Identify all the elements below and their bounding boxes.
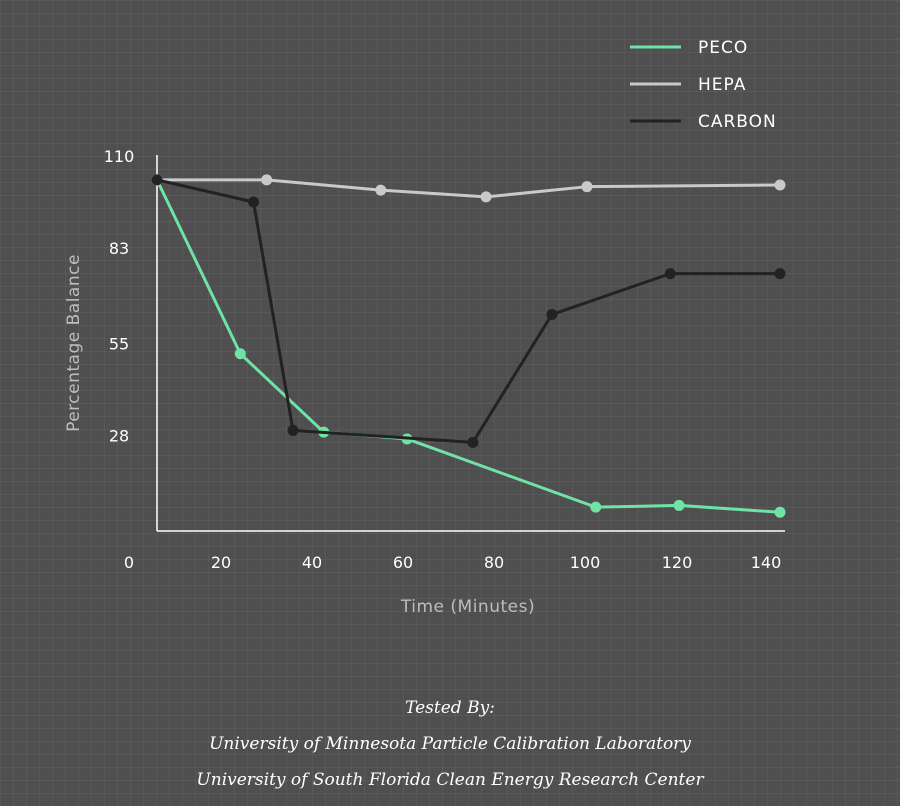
series-line-hepa bbox=[157, 178, 781, 199]
y-tick-label: 110 bbox=[104, 147, 135, 166]
data-point-peco bbox=[774, 506, 786, 518]
data-point-hepa bbox=[480, 191, 492, 203]
data-point-peco bbox=[590, 501, 602, 513]
legend: PECO HEPA CARBON bbox=[630, 38, 777, 132]
series-group bbox=[151, 174, 786, 518]
data-point-carbon bbox=[287, 424, 299, 436]
legend-item-peco: PECO bbox=[630, 38, 748, 58]
series-line-peco bbox=[155, 179, 781, 514]
x-tick-label: 100 bbox=[570, 553, 601, 572]
x-tick-label: 80 bbox=[484, 553, 504, 572]
y-tick-label: 83 bbox=[109, 239, 129, 258]
data-point-hepa bbox=[581, 181, 593, 193]
data-point-carbon bbox=[248, 196, 260, 208]
x-tick-labels: 0 20 40 60 80 100 120 140 bbox=[124, 553, 781, 572]
y-tick-label: 55 bbox=[109, 335, 129, 354]
legend-label-hepa: HEPA bbox=[698, 75, 746, 95]
y-tick-label: 28 bbox=[109, 427, 129, 446]
credits-line-1: University of Minnesota Particle Calibra… bbox=[209, 734, 691, 754]
x-tick-label: 140 bbox=[751, 553, 782, 572]
x-tick-label: 20 bbox=[211, 553, 231, 572]
credits-line-2: University of South Florida Clean Energy… bbox=[196, 770, 704, 790]
legend-item-carbon: CARBON bbox=[630, 112, 777, 132]
series-carbon bbox=[151, 174, 786, 448]
legend-label-peco: PECO bbox=[698, 38, 748, 58]
data-point-hepa bbox=[774, 179, 786, 191]
data-point-carbon bbox=[774, 268, 786, 280]
data-point-carbon bbox=[664, 268, 676, 280]
data-point-peco bbox=[673, 499, 685, 511]
credits-heading: Tested By: bbox=[405, 698, 495, 718]
data-point-carbon bbox=[151, 174, 163, 186]
data-point-peco bbox=[234, 348, 246, 360]
series-line-carbon bbox=[156, 178, 780, 444]
x-axis-title: Time (Minutes) bbox=[400, 597, 535, 617]
data-point-hepa bbox=[261, 174, 273, 186]
legend-label-carbon: CARBON bbox=[698, 112, 777, 132]
credits: Tested By: University of Minnesota Parti… bbox=[0, 690, 900, 798]
data-point-carbon bbox=[467, 436, 479, 448]
x-tick-label: 60 bbox=[393, 553, 413, 572]
data-point-carbon bbox=[546, 309, 558, 321]
y-tick-labels: 28 55 83 110 bbox=[104, 147, 135, 446]
series-hepa bbox=[151, 174, 786, 203]
x-tick-label: 0 bbox=[124, 553, 134, 572]
data-point-hepa bbox=[375, 184, 387, 196]
legend-item-hepa: HEPA bbox=[630, 75, 746, 95]
y-axis-title: Percentage Balance bbox=[64, 254, 84, 432]
line-chart: PECO HEPA CARBON 28 55 83 110 0 20 40 60 80 100 120… bbox=[64, 38, 786, 617]
series-peco bbox=[151, 174, 786, 518]
x-tick-label: 40 bbox=[302, 553, 322, 572]
x-tick-label: 120 bbox=[662, 553, 693, 572]
